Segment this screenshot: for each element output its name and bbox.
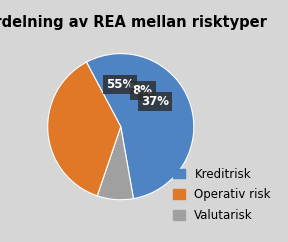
Legend: Kreditrisk, Operativ risk, Valutarisk: Kreditrisk, Operativ risk, Valutarisk [168,163,276,227]
Wedge shape [86,53,194,199]
Text: 37%: 37% [141,95,169,108]
Text: 55%: 55% [106,78,134,91]
Title: Fördelning av REA mellan risktyper: Fördelning av REA mellan risktyper [0,15,267,30]
Text: 8%: 8% [132,84,153,97]
Wedge shape [97,127,133,200]
Wedge shape [48,62,121,196]
